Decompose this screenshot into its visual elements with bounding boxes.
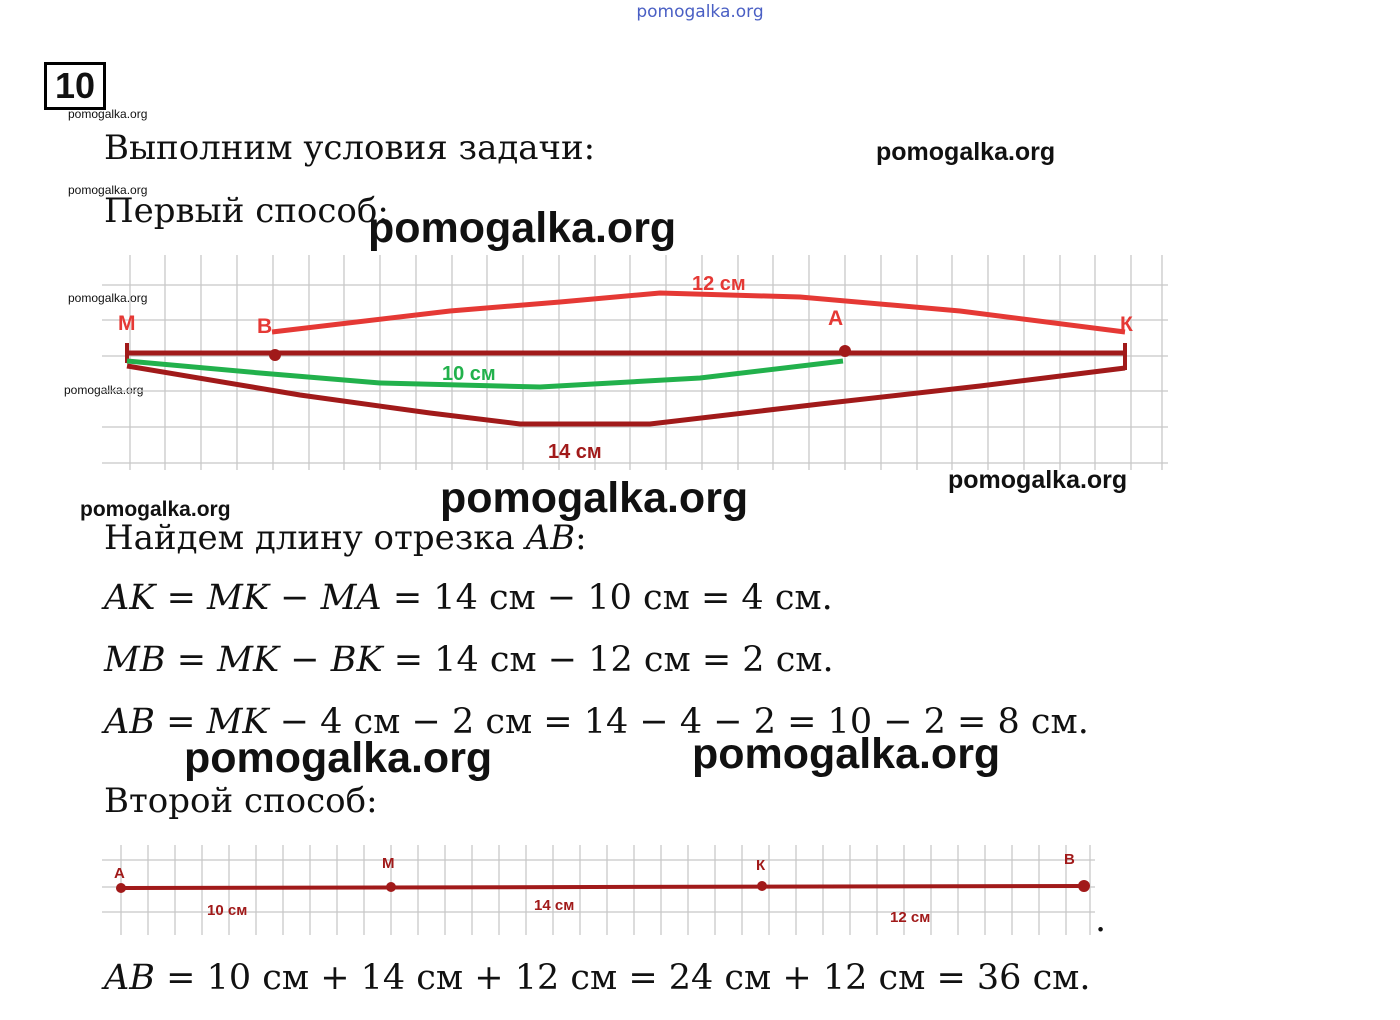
watermark-large: pomogalka.org — [692, 730, 1001, 778]
label-12cm: 12 см — [692, 273, 746, 295]
watermark-small: pomogalka.org — [68, 107, 148, 121]
arc-mk — [126, 363, 1126, 427]
label-m: М — [118, 312, 136, 335]
label-m2: М — [382, 855, 395, 872]
eq2-a: MK — [217, 640, 280, 680]
watermark-small: pomogalka.org — [68, 183, 148, 197]
watermark-medium: pomogalka.org — [876, 138, 1056, 166]
final-equation: AB = 10 см + 14 см + 12 см = 24 см + 12 … — [104, 958, 1091, 998]
label-a2: А — [114, 865, 125, 882]
label-14cm-2: 14 см — [534, 897, 574, 914]
eq3-eq: = — [155, 702, 207, 742]
eq2-rest: = 14 см − 12 см = 2 см. — [382, 640, 834, 680]
eq1-a: MK — [207, 578, 270, 618]
eq1-rest: = 14 см − 10 см = 4 см. — [381, 578, 833, 618]
grid — [102, 255, 1168, 470]
label-k2: К — [756, 857, 766, 874]
label-12cm-2: 12 см — [890, 909, 930, 926]
eq3-a: MK — [206, 702, 269, 742]
watermark-top[interactable]: pomogalka.org — [636, 2, 764, 22]
label-k: К — [1120, 313, 1133, 336]
point-b2 — [1078, 880, 1090, 892]
eq2-eq: = — [165, 640, 218, 680]
eq3-rest: − 4 см − 2 см = 14 − 4 − 2 = 10 − 2 = 8 … — [268, 702, 1089, 742]
label-b: В — [257, 315, 272, 338]
eq3-lhs: AB — [104, 702, 155, 742]
label-14cm: 14 см — [548, 441, 602, 463]
arc-ma — [126, 358, 844, 390]
find-colon: : — [575, 518, 587, 558]
task-number: 10 — [44, 62, 106, 110]
point-a2 — [116, 883, 126, 893]
find-text: Найдем длину отрезка — [104, 518, 526, 558]
method1-heading: Первый способ: — [104, 191, 389, 231]
arc-bk — [271, 290, 1126, 335]
eq2-b: BK — [330, 640, 383, 680]
point-m2 — [386, 882, 396, 892]
equation-ak: AK = MK − MA = 14 см − 10 см = 4 см. — [104, 578, 833, 618]
final-rest: = 10 см + 14 см + 12 см = 24 см + 12 см … — [155, 958, 1091, 998]
label-10cm: 10 см — [442, 363, 496, 385]
point-k2 — [757, 881, 767, 891]
equation-ab: AB = MK − 4 см − 2 см = 14 − 4 − 2 = 10 … — [104, 702, 1089, 742]
find-ab-text: Найдем длину отрезка AB: — [104, 518, 587, 558]
eq1-b: MA — [320, 578, 382, 618]
eq1-lhs: AK — [104, 578, 156, 618]
eq2-lhs: MB — [104, 640, 166, 680]
eq1-eq: = — [155, 578, 208, 618]
label-b2: В — [1064, 851, 1075, 868]
final-lhs: AB — [104, 958, 155, 998]
label-10cm-2: 10 см — [207, 902, 247, 919]
point-a — [839, 345, 851, 357]
eq2-minus: − — [279, 640, 331, 680]
segment-ab — [120, 884, 1089, 890]
watermark-small: pomogalka.org — [64, 383, 144, 397]
grid — [102, 845, 1095, 935]
label-a: А — [828, 307, 843, 330]
watermark-small: pomogalka.org — [80, 498, 231, 521]
watermark-large: pomogalka.org — [368, 204, 677, 252]
watermark-large: pomogalka.org — [184, 734, 493, 782]
equation-mb: MB = MK − BK = 14 см − 12 см = 2 см. — [104, 640, 834, 680]
trailing-dot: . — [1095, 900, 1107, 940]
find-var: AB — [525, 518, 576, 558]
watermark-medium: pomogalka.org — [948, 466, 1128, 494]
point-b — [269, 349, 281, 361]
watermark-small: pomogalka.org — [68, 291, 148, 305]
intro-text: Выполним условия задачи: — [104, 128, 596, 168]
eq1-minus: − — [269, 578, 321, 618]
method2-heading: Второй способ: — [104, 781, 378, 821]
watermark-large: pomogalka.org — [440, 474, 749, 522]
